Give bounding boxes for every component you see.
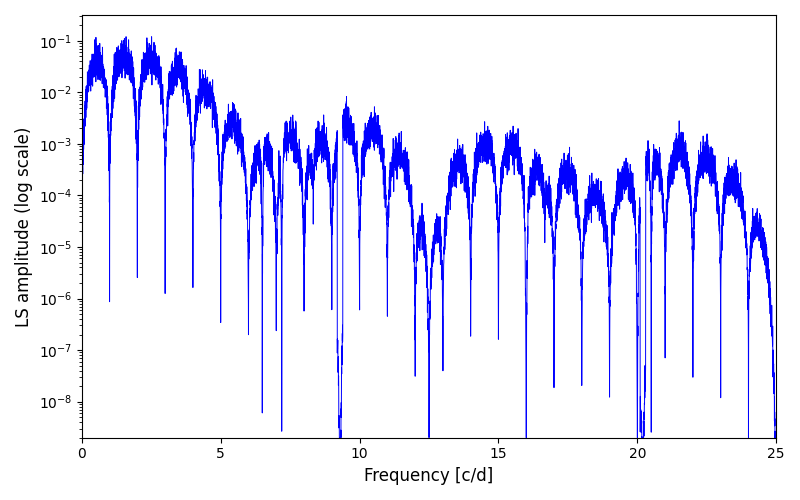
X-axis label: Frequency [c/d]: Frequency [c/d] [364,467,494,485]
Y-axis label: LS amplitude (log scale): LS amplitude (log scale) [15,126,33,326]
